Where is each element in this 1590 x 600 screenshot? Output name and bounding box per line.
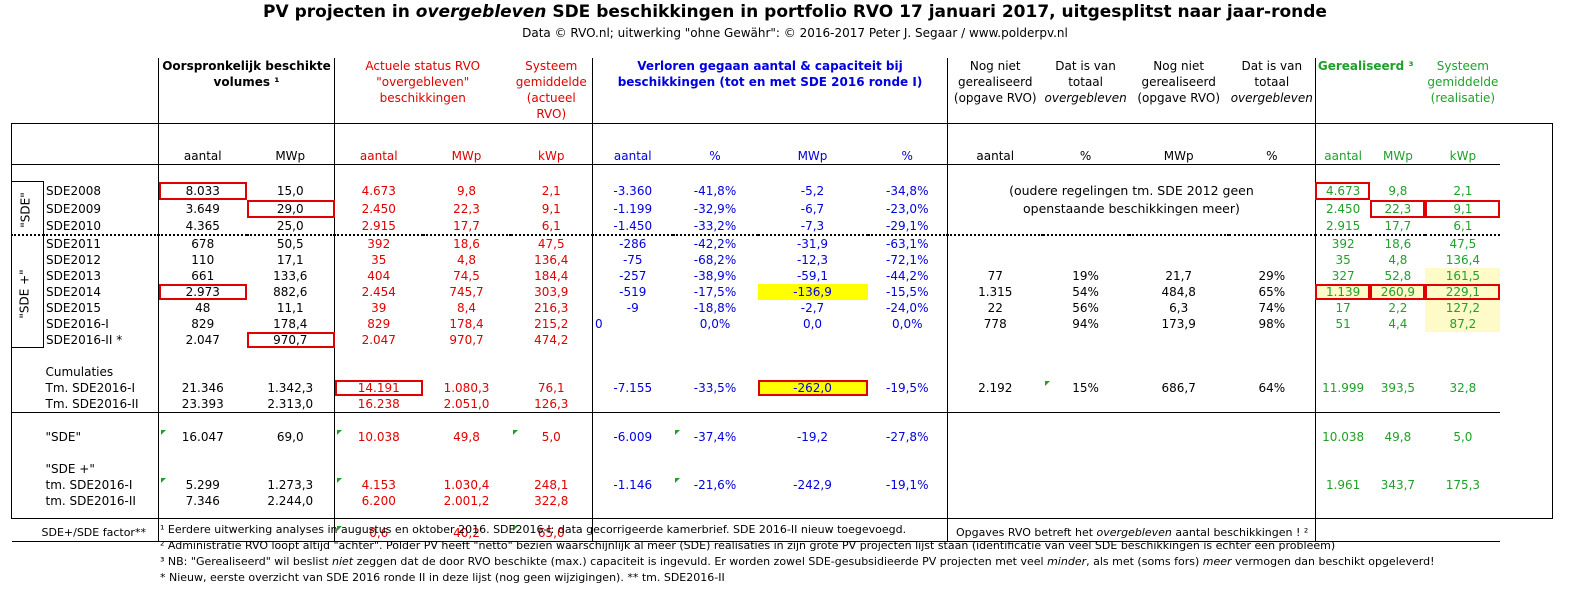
table-row: "SDE" SDE2008 8.033 15,0 4.673 9,8 2,1 -…	[11, 181, 1501, 235]
header-dat-is-2: Dat is van totaal overgebleven	[1230, 59, 1313, 105]
table-row: SDE+/SDE factor** 0,6 40,2 65,0 Opgaves …	[11, 525, 1501, 542]
subheader-row: aantal MWp aantal MWp kWp aantal % MWp %…	[11, 148, 1501, 165]
table-row: SDE2013 661 133,6 404 74,5 184,4 -257 -3…	[12, 267, 1501, 284]
table-row: SDE2010 4.365 25,0 2.915 17,7 6,1 -1.450…	[46, 217, 1473, 235]
table-row: SDE2012 110 17,1 35 4,8 136,4 -75 -68,2%…	[46, 251, 1481, 268]
group-label-sde: "SDE"	[18, 192, 33, 228]
header-verloren: Verloren gegaan aantal & capaciteit bij …	[592, 58, 948, 122]
table-row: "SDE" 16.047 69,0 10.038 49,8 5,0 -6.009…	[45, 429, 1473, 445]
highlight-cell: -262,0	[757, 380, 868, 396]
highlight-cell: -136,9	[757, 283, 868, 300]
table-row: "SDE +" SDE2011 678 50,5 392 18,6 47,5 -…	[11, 234, 1501, 348]
page-subtitle: Data © RVO.nl; uitwerking "ohne Gewähr":…	[522, 26, 1068, 40]
header-nog-niet-2: Nog niet gerealiseerd (opgave RVO)	[1137, 59, 1221, 105]
sde-table: Oorspronkelijk beschikte volumes ¹ Actue…	[11, 58, 1501, 542]
oudere-note: (oudere regelingen tm. SDE 2012 geen ope…	[947, 181, 1316, 218]
table-row: SDE2016-I 829 178,4 829 178,4 215,2 0 0,…	[12, 315, 1501, 332]
header-orig: Oorspronkelijk beschikte volumes ¹	[158, 58, 335, 122]
table-row: tm. SDE2016-I 5.299 1.273,3 4.153 1.030,…	[45, 477, 1481, 493]
table-row: Tm. SDE2016-I 21.346 1.342,3 14.191 1.08…	[45, 380, 1477, 396]
opgaves-note: Opgaves RVO betreft het overgebleven aan…	[947, 525, 1316, 542]
title-italic: overgebleven	[415, 2, 547, 22]
footnote-2: ² Administratie RVO loopt altijd "achter…	[160, 539, 1336, 552]
title-text-end: SDE beschikkingen in portfolio RVO 17 ja…	[546, 2, 1327, 22]
table-row: SDE2009 3.649 29,0 2.450 22,3 9,1 -1.199…	[12, 199, 1501, 218]
footnote-4: * Nieuw, eerste overzicht van SDE 2016 r…	[160, 571, 725, 584]
header-actueel: Actuele status RVO "overgebleven" beschi…	[334, 58, 511, 122]
cumulaties-label: Cumulaties	[45, 365, 114, 379]
header-systeem: Systeem gemiddelde (actueel RVO)	[515, 59, 587, 121]
footnote-1: ¹ Eerdere uitwerking analyses in augustu…	[160, 523, 907, 536]
group-label-sde-plus: "SDE +"	[17, 268, 32, 319]
header-gerealiseerd: Gerealiseerd ³	[1314, 58, 1426, 122]
header-systeem-real: Systeem gemiddelde (realisatie)	[1427, 59, 1499, 105]
table-row: tm. SDE2016-II 7.346 2.244,0 6.200 2.001…	[12, 493, 1501, 509]
title-text: PV projecten in	[263, 2, 416, 22]
table-row: SDE2016-II * 2.047 970,7 2.047 970,7 474…	[12, 331, 1501, 348]
table-row: SDE2014 2.973 882,6 2.454 745,7 303,9 -5…	[12, 283, 1501, 300]
sde-plus-label: "SDE +"	[45, 462, 95, 476]
footnote-3: ³ NB: "Gerealiseerd" wil beslist niet ze…	[160, 555, 1435, 568]
factor-label: SDE+/SDE factor**	[41, 526, 146, 539]
page-title: PV projecten in overgebleven SDE beschik…	[0, 2, 1590, 22]
header-dat-is-1: Dat is van totaal overgebleven	[1044, 59, 1127, 105]
header-nog-niet-1: Nog niet gerealiseerd (opgave RVO)	[947, 58, 1043, 122]
table-row: SDE2015 48 11,1 39 8,4 216,3 -9 -18,8% -…	[12, 299, 1501, 316]
table-row: Tm. SDE2016-II 23.393 2.313,0 16.238 2.0…	[12, 396, 1501, 413]
